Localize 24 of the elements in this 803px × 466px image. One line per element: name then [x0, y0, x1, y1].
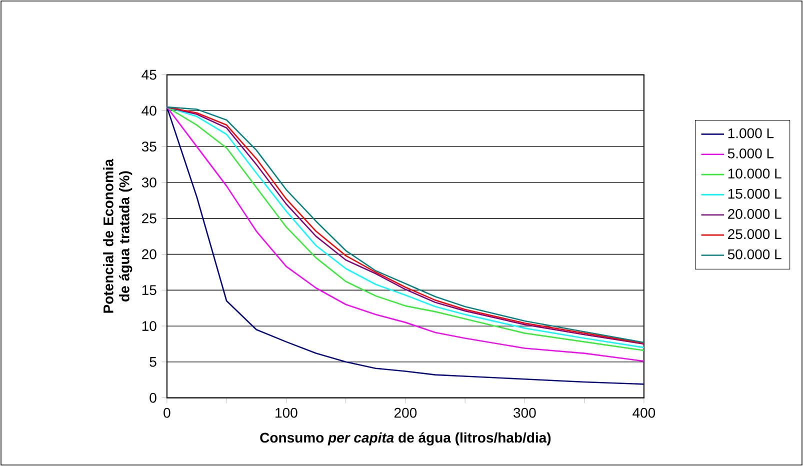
- y-tick-label: 15: [142, 285, 156, 296]
- y-tick-label: 5: [150, 357, 156, 367]
- y-axis-title: Potencial de Economia de água tratada (%): [103, 158, 132, 313]
- legend-label: 5.000 L: [728, 148, 774, 158]
- x-tick-label: 100: [276, 408, 298, 418]
- legend-label: 15.000 L: [728, 188, 782, 199]
- x-axis-title: Consumo per capita de água (litros/hab/dia): [260, 432, 551, 446]
- legend-label: 20.000 L: [728, 209, 782, 219]
- x-tick-label: 200: [394, 408, 417, 418]
- legend-label: 10.000 L: [728, 168, 782, 179]
- y-tick-label: 20: [142, 249, 156, 260]
- legend-label: 25.000 L: [728, 229, 782, 240]
- x-tick-label: 400: [632, 408, 656, 418]
- legend-label: 50.000 L: [728, 249, 782, 260]
- y-tick-label: 30: [142, 178, 156, 188]
- y-tick-label: 40: [142, 106, 156, 116]
- y-tick-label: 0: [150, 392, 156, 403]
- y-tick-label: 10: [142, 321, 156, 331]
- y-tick-label: 45: [142, 70, 156, 80]
- x-tick-label: 300: [514, 408, 536, 418]
- y-tick-label: 35: [142, 142, 156, 152]
- legend-label: 1.000 L: [728, 128, 774, 138]
- x-tick-label: 0: [164, 408, 170, 418]
- y-tick-label: 25: [142, 213, 156, 224]
